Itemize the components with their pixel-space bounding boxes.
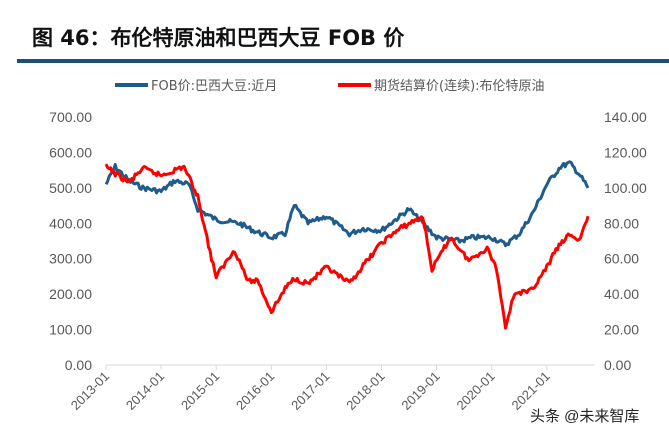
y-left-tick-label: 700.00 [49, 109, 92, 125]
x-tick-label: 2018-01 [343, 369, 387, 413]
series-line-1 [104, 163, 590, 330]
x-tick-label: 2013-01 [68, 369, 112, 413]
legend-label-0: FOB价:巴西大豆:近月 [151, 79, 277, 94]
y-right-tick-label: 120.00 [604, 144, 647, 160]
y-left-tick-label: 0.00 [65, 357, 92, 373]
x-tick-label: 2014-01 [123, 369, 167, 413]
x-tick-label: 2015-01 [178, 369, 222, 413]
y-left-tick-label: 500.00 [49, 180, 92, 196]
y-left-tick-label: 100.00 [49, 322, 92, 338]
legend-label-1: 期货结算价(连续):布伦特原油 [374, 78, 545, 94]
chart-title: 图 46：布伦特原油和巴西大豆 FOB 价 [32, 26, 405, 50]
y-right-tick-label: 60.00 [604, 251, 639, 267]
series-line-0 [104, 160, 590, 248]
y-right-tick-label: 80.00 [604, 215, 639, 231]
y-right-tick-label: 40.00 [604, 286, 639, 302]
x-tick-label: 2016-01 [233, 369, 277, 413]
y-right-tick-label: 20.00 [604, 322, 639, 338]
title-rule [17, 59, 669, 63]
y-left-tick-label: 400.00 [49, 215, 92, 231]
watermark: 头条 @未来智库 [530, 408, 640, 425]
y-left-tick-label: 200.00 [49, 286, 92, 302]
x-tick-label: 2019-01 [398, 369, 442, 413]
y-right-tick-label: 100.00 [604, 180, 647, 196]
y-right-tick-label: 0.00 [604, 357, 631, 373]
y-left-tick-label: 300.00 [49, 251, 92, 267]
x-tick-label: 2017-01 [288, 369, 332, 413]
y-right-tick-label: 140.00 [604, 109, 647, 125]
x-tick-label: 2020-01 [453, 369, 497, 413]
y-left-tick-label: 600.00 [49, 144, 92, 160]
